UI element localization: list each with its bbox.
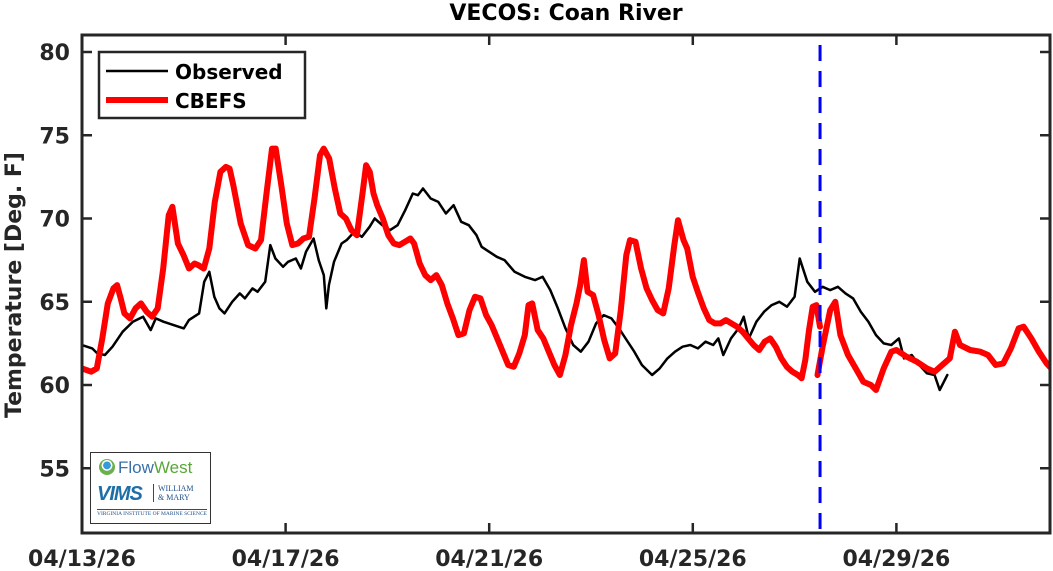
x-tick-label: 04/25/26 bbox=[639, 547, 747, 571]
y-tick-label: 65 bbox=[39, 291, 70, 316]
x-tick-label: 04/13/26 bbox=[28, 547, 136, 571]
x-tick-label: 04/29/26 bbox=[842, 547, 950, 571]
series-observed bbox=[82, 187, 949, 392]
william-mary-logo: WILLIAM & MARY bbox=[153, 484, 194, 502]
vims-logo: VIMS bbox=[97, 483, 143, 505]
legend: Observed CBEFS bbox=[97, 50, 307, 120]
y-tick-label: 70 bbox=[39, 208, 70, 233]
flowwest-logo: FlowWest bbox=[99, 458, 192, 478]
x-tick-label: 04/21/26 bbox=[435, 547, 543, 571]
axes: 55 60 65 70 75 80 04/13/26 04/17/26 04/21/26 04/2… bbox=[28, 33, 1052, 571]
logo-box: FlowWest VIMS WILLIAM & MARY VIRGINIA INS… bbox=[90, 452, 211, 524]
series-cbefs-forecast bbox=[814, 298, 1050, 393]
series-cbefs bbox=[82, 145, 823, 382]
flowwest-icon bbox=[99, 459, 115, 475]
plot-area bbox=[82, 45, 1050, 533]
chart-title: VECOS: Coan River bbox=[449, 1, 682, 26]
y-tick-label: 55 bbox=[39, 457, 70, 482]
x-tick-label: 04/17/26 bbox=[232, 547, 340, 571]
y-tick-label: 80 bbox=[39, 41, 70, 66]
y-tick-label: 60 bbox=[39, 374, 70, 399]
legend-observed-label: Observed bbox=[175, 60, 283, 84]
vims-subtitle: VIRGINIA INSTITUTE OF MARINE SCIENCE bbox=[97, 509, 207, 517]
y-axis-label: Temperature [Deg. F] bbox=[2, 152, 27, 418]
legend-cbefs-label: CBEFS bbox=[175, 89, 247, 113]
y-tick-label: 75 bbox=[39, 124, 70, 149]
